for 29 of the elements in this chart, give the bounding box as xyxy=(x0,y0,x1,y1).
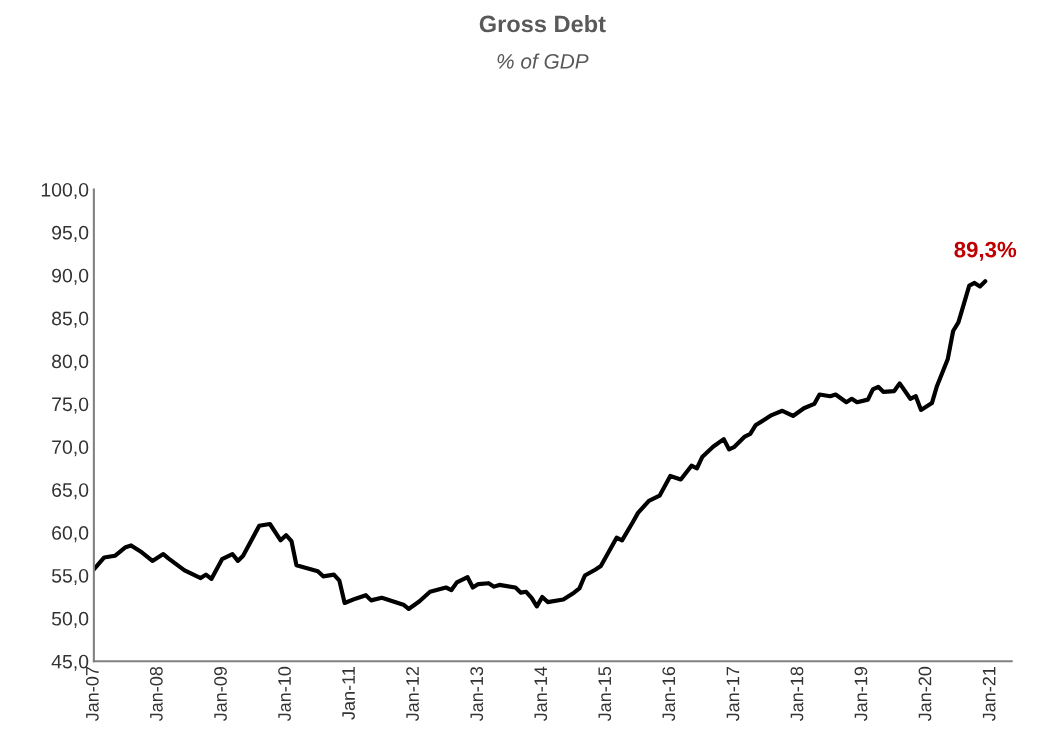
x-tick-label: Jan-18 xyxy=(790,666,804,722)
x-tick-label: Jan-09 xyxy=(214,666,227,722)
chart-subtitle: % of GDP xyxy=(497,53,589,69)
y-tick-label: 75,0 xyxy=(52,397,89,414)
x-tick-label: Jan-12 xyxy=(406,667,419,722)
y-tick-label: 60,0 xyxy=(52,526,89,543)
x-tick-label: Jan-11 xyxy=(342,667,355,720)
annotation: 89,3% xyxy=(954,241,1017,261)
x-tick-label: Jan-19 xyxy=(854,666,868,722)
x-tick-label: Jan-08 xyxy=(149,666,163,722)
chart-title: Gross Debt xyxy=(479,15,606,33)
x-tick-label: Jan-13 xyxy=(470,666,484,722)
x-tick-label: Jan-15 xyxy=(598,666,612,722)
y-tick-label: 90,0 xyxy=(52,268,89,285)
y-tick-label: 50,0 xyxy=(51,611,89,628)
y-tick-label: 70,0 xyxy=(52,440,89,457)
x-tick-label: Jan-10 xyxy=(278,666,291,722)
y-tick-label: 95,0 xyxy=(52,225,89,242)
x-tick-label: Jan-17 xyxy=(726,667,740,722)
x-tick-label: Jan-21 xyxy=(982,667,996,722)
x-tick-label: Jan-16 xyxy=(662,666,676,722)
y-tick-label: 65,0 xyxy=(52,483,89,500)
y-tick-label: 55,0 xyxy=(51,568,89,586)
x-tick-label: Jan-14 xyxy=(534,666,548,722)
y-tick-label: 85,0 xyxy=(52,311,89,328)
y-tick-label: 80,0 xyxy=(52,354,89,371)
line-series xyxy=(93,279,988,612)
x-tick-label: Jan-20 xyxy=(918,666,932,722)
y-tick-label: 100,0 xyxy=(41,182,89,199)
